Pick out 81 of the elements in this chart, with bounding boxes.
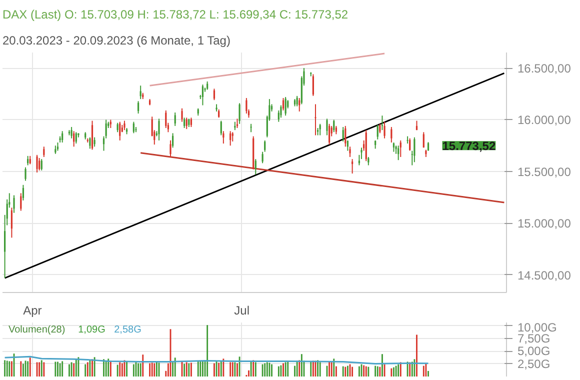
candlestick — [10, 207, 13, 238]
candlestick — [174, 112, 176, 126]
candlestick — [333, 119, 335, 133]
candlestick — [384, 121, 386, 139]
candlestick — [170, 140, 172, 158]
candlestick — [282, 98, 284, 111]
candlestick — [390, 126, 392, 143]
y-tick-label: 10,00G — [518, 320, 557, 334]
candlestick — [158, 118, 160, 141]
x-tick-label: Apr — [23, 304, 42, 318]
candlestick — [326, 118, 328, 136]
candlestick — [246, 98, 248, 114]
candlestick — [352, 158, 354, 174]
candlestick — [280, 104, 282, 118]
y-tick-label: 5,00G — [518, 344, 550, 358]
candlestick — [342, 126, 344, 142]
candlestick — [202, 84, 204, 106]
candlestick — [43, 146, 45, 158]
chart-title: DAX (Last) O: 15.703,09 H: 15.783,72 L: 15.699,34 C: 15.773,52 — [2, 8, 348, 22]
candlestick — [89, 136, 91, 150]
candlestick — [24, 166, 26, 182]
candlestick — [230, 130, 232, 146]
candlestick — [140, 85, 142, 100]
candlestick — [296, 95, 298, 107]
candlestick — [422, 132, 424, 148]
candlestick — [213, 88, 216, 101]
x-tick-label: Jul — [234, 304, 250, 318]
chart-title: Volumen(28) — [8, 324, 66, 336]
candlestick — [172, 132, 174, 148]
chart-subtitle: 20.03.2023 - 20.09.2023 (6 Monate, 1 Tag) — [2, 34, 230, 48]
candlestick — [349, 146, 351, 158]
candlestick — [38, 158, 40, 171]
candlestick — [94, 136, 96, 148]
candlestick — [319, 123, 321, 136]
candlestick — [379, 123, 381, 134]
candlestick — [414, 136, 416, 163]
candlestick — [376, 124, 378, 140]
candlestick — [284, 96, 286, 116]
candlestick — [62, 130, 64, 143]
candlestick — [75, 132, 77, 144]
line-series — [4, 356, 430, 365]
y-tick-label: 15.500,00 — [518, 164, 572, 179]
candlestick — [344, 125, 346, 148]
candlestick — [91, 120, 94, 150]
candlestick — [20, 192, 22, 212]
annotation: 2,58G — [114, 324, 142, 336]
candlestick — [186, 117, 188, 130]
candlestick — [70, 126, 72, 139]
candlestick — [36, 154, 38, 173]
annotation: 15.773,52 — [442, 139, 496, 154]
candlestick — [381, 115, 384, 131]
candlestick — [298, 98, 300, 112]
candlestick — [137, 100, 140, 114]
candlestick — [238, 102, 240, 124]
candlestick — [132, 121, 134, 134]
candlestick — [165, 110, 167, 129]
candlestick — [400, 140, 402, 158]
candlestick — [254, 158, 256, 176]
candlestick — [73, 130, 75, 148]
y-tick-label: 15.000,00 — [518, 216, 572, 231]
candlestick — [409, 138, 411, 152]
candlestick — [124, 120, 126, 131]
candlestick — [278, 110, 280, 122]
candlestick — [262, 151, 264, 164]
y-tick-label: 14.500,00 — [518, 268, 572, 282]
candlestick — [312, 74, 314, 96]
y-tick-label: 2,50G — [518, 356, 550, 371]
y-tick-label: 16.500,00 — [518, 62, 572, 76]
candlestick — [328, 123, 330, 146]
candlestick — [190, 117, 192, 128]
candlestick — [40, 158, 42, 171]
y-tick-label: 16.000,00 — [518, 113, 572, 128]
candlestick — [22, 184, 24, 201]
candlestick — [264, 140, 266, 152]
candlestick — [181, 108, 183, 122]
candlestick — [13, 194, 15, 214]
candlestick — [119, 121, 121, 141]
candlestick — [232, 132, 234, 142]
annotation: 1,09G — [78, 324, 106, 336]
candlestick — [184, 117, 186, 129]
candlestick — [220, 120, 222, 136]
